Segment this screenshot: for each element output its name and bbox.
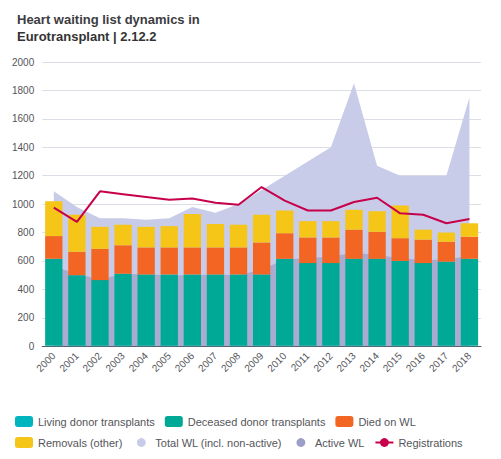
svg-text:2001: 2001 [57, 350, 81, 374]
svg-text:0: 0 [29, 341, 35, 352]
svg-text:2015: 2015 [381, 350, 405, 374]
svg-text:2002: 2002 [80, 350, 104, 374]
svg-text:2017: 2017 [427, 350, 451, 374]
svg-text:2012: 2012 [311, 350, 335, 374]
svg-text:1600: 1600 [12, 113, 35, 124]
svg-text:Active WL: Active WL [315, 437, 365, 449]
svg-text:600: 600 [18, 255, 35, 266]
svg-text:Removals (other): Removals (other) [38, 437, 122, 449]
svg-text:2011: 2011 [289, 350, 312, 373]
svg-text:Died on WL: Died on WL [358, 416, 415, 428]
svg-text:2000: 2000 [34, 350, 58, 374]
svg-text:Eurotransplant | 2.12.2: Eurotransplant | 2.12.2 [17, 29, 156, 44]
svg-text:Heart waiting list dynamics in: Heart waiting list dynamics in [17, 12, 200, 27]
svg-text:2005: 2005 [150, 350, 174, 374]
svg-text:2013: 2013 [334, 350, 358, 374]
svg-text:2003: 2003 [103, 350, 127, 374]
svg-text:2016: 2016 [404, 350, 428, 374]
svg-text:800: 800 [18, 227, 35, 238]
svg-text:Registrations: Registrations [398, 437, 463, 449]
svg-text:1800: 1800 [12, 85, 35, 96]
svg-text:Total WL (incl. non-active): Total WL (incl. non-active) [155, 437, 281, 449]
svg-text:1200: 1200 [12, 170, 35, 181]
svg-text:1000: 1000 [12, 199, 35, 210]
svg-text:200: 200 [18, 312, 35, 323]
svg-text:2009: 2009 [242, 350, 266, 374]
svg-text:Living donor transplants: Living donor transplants [38, 416, 155, 428]
svg-text:1400: 1400 [12, 142, 35, 153]
svg-text:Deceased donor transplants: Deceased donor transplants [188, 416, 326, 428]
svg-text:2010: 2010 [265, 350, 289, 374]
svg-text:2008: 2008 [219, 350, 243, 374]
svg-text:2000: 2000 [12, 57, 35, 68]
svg-text:2014: 2014 [357, 350, 381, 374]
svg-text:2006: 2006 [173, 350, 197, 374]
svg-text:2004: 2004 [127, 350, 151, 374]
svg-text:2007: 2007 [196, 350, 220, 374]
svg-text:2018: 2018 [450, 350, 474, 374]
svg-text:400: 400 [18, 284, 35, 295]
